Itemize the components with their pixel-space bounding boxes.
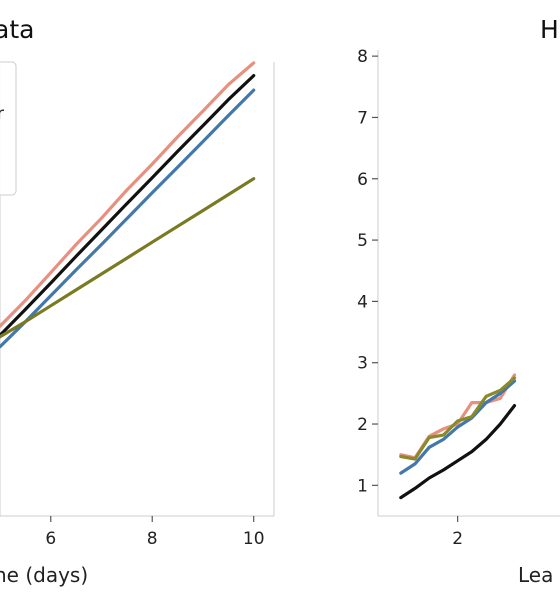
right-y-tick-label: 8 xyxy=(357,47,368,67)
left-series-line-4 xyxy=(0,177,256,339)
left-x-axis-label: ne (days) xyxy=(0,563,88,587)
right-y-tick-label: 5 xyxy=(357,231,368,251)
left-x-tick-label: 8 xyxy=(147,529,158,549)
right-series-line-3 xyxy=(399,376,517,461)
left-chart: ata 6 8 10 r ne (days) xyxy=(0,15,275,587)
left-series-line-1 xyxy=(0,61,256,328)
right-y-tick-label: 1 xyxy=(357,476,368,496)
right-y-tick-label: 7 xyxy=(357,108,368,128)
right-y-tick-label: 4 xyxy=(357,292,368,312)
legend-box xyxy=(0,61,17,196)
legend-entry-label: r xyxy=(0,104,4,124)
right-chart: H 1 2 3 4 5 6 7 8 2 Lea xyxy=(357,15,560,587)
left-series-line-3 xyxy=(0,88,256,349)
left-x-tick-label: 6 xyxy=(45,529,56,549)
right-y-tick-label: 2 xyxy=(357,415,368,435)
right-series-line-1 xyxy=(399,373,517,460)
right-y-tick-label: 6 xyxy=(357,170,368,190)
right-chart-title: H xyxy=(540,15,559,44)
left-chart-title: ata xyxy=(0,15,34,44)
left-x-tick-label: 10 xyxy=(243,529,265,549)
left-series-line-2 xyxy=(0,73,256,337)
right-x-tick-label: 2 xyxy=(452,529,463,549)
right-x-axis-label: Lea xyxy=(518,563,553,587)
right-y-tick-label: 3 xyxy=(357,354,368,374)
right-series-line-2 xyxy=(399,379,517,475)
right-series-line-4 xyxy=(399,404,517,500)
